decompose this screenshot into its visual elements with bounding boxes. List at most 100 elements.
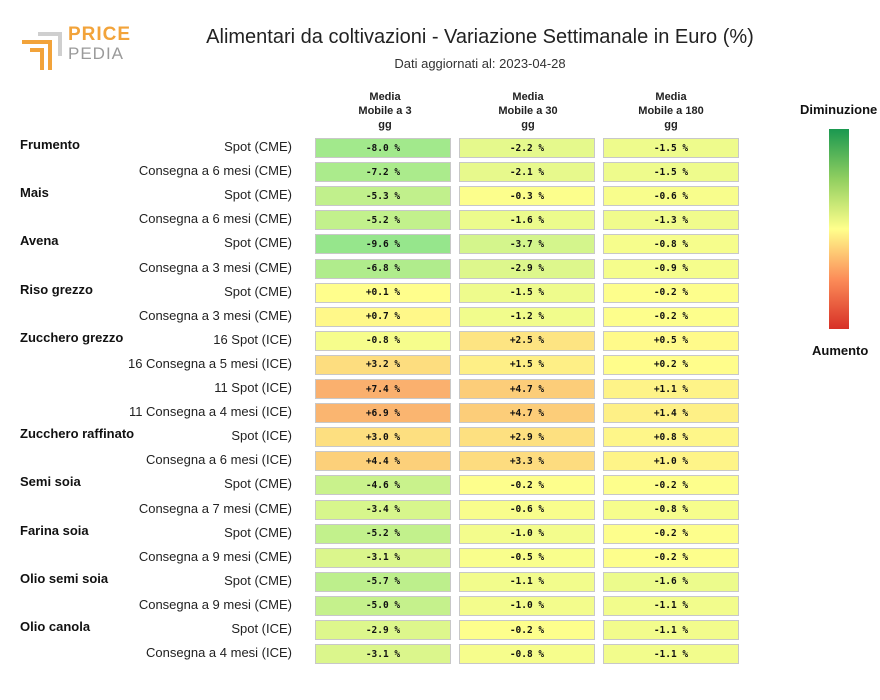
heatmap-cell: -0.3 % [459,186,595,207]
row-label: Spot (CME) [224,283,292,299]
heatmap-cell: -1.0 % [459,523,595,544]
heatmap-cell: -2.2 % [459,138,595,158]
heatmap-cell: -2.9 % [459,258,595,279]
heatmap-cell: -0.8 % [315,330,451,351]
heatmap-cell: -1.5 % [603,138,739,158]
row-label: 11 Spot (ICE) [214,380,292,395]
group-label: Farina soia [20,522,89,538]
column-header-3gg: Media Mobile a 3 gg [315,90,455,132]
group-label: Frumento [20,137,80,152]
heatmap-cell: -1.1 % [603,595,739,616]
column-header-line: Mobile a 30 [498,105,558,117]
heatmap-cell: +4.7 % [459,403,595,424]
column-header-line: gg [664,119,678,131]
heatmap-cell: +3.2 % [315,354,451,375]
row-label: Consegna a 6 mesi (ICE) [146,452,292,468]
row-label: Consegna a 6 mesi (CME) [138,211,292,227]
heatmap-cell: -5.3 % [315,186,451,207]
row-label: 11 Consegna a 4 mesi (ICE) [128,404,292,420]
heatmap-cell: -1.5 % [603,162,739,183]
heatmap-cell: -0.8 % [603,499,739,520]
legend-label-increase: Aumento [812,343,869,358]
row-label: Spot (CME) [224,139,292,154]
heatmap-cell: -2.1 % [459,162,595,183]
column-header-180gg: Media Mobile a 180 gg [601,90,741,132]
column-header-line: Media [369,91,401,103]
group-label: Olio canola [20,619,91,634]
heatmap-cell: +0.7 % [315,306,451,327]
heatmap-cell: -7.2 % [315,162,451,183]
group-label: Semi soia [20,474,81,490]
heatmap-cell: +2.9 % [459,427,595,448]
heatmap-cell: +4.7 % [459,379,595,399]
column-header-line: gg [521,119,535,131]
heatmap-cell: +2.5 % [459,330,595,351]
group-label: Zucchero grezzo [20,329,124,345]
logo-line-2: PEDIA [68,44,125,63]
heatmap-cell: -0.8 % [459,644,595,665]
logo-mark-icon [22,32,62,70]
group-label: Avena [20,233,59,249]
heatmap-cell: -5.0 % [315,595,451,616]
row-label: Consegna a 9 mesi (CME) [138,596,292,612]
heatmap-cell: -0.5 % [459,547,595,568]
heatmap-cell: -0.2 % [603,475,739,496]
heatmap-cell: -1.6 % [459,210,595,231]
heatmap-cell: -0.2 % [459,620,595,640]
row-label: Spot (CME) [224,572,292,588]
logo-text: PRICE PEDIA [68,24,132,63]
legend-color-scale [829,129,849,329]
heatmap-cell: -6.8 % [315,258,451,279]
heatmap-cell: -1.2 % [459,306,595,327]
group-label: Mais [20,185,49,201]
heatmap-cell: +7.4 % [315,379,451,399]
heatmap-cell: -0.8 % [603,234,739,255]
heatmap-cell: -0.2 % [459,475,595,496]
logo-line-1: PRICE [68,24,132,45]
heatmap-cell: -0.2 % [603,547,739,568]
row-label: Spot (ICE) [231,621,292,636]
heatmap-cell: -1.3 % [603,210,739,231]
heatmap-cell: -0.6 % [603,186,739,207]
column-header-30gg: Media Mobile a 30 gg [458,90,598,132]
heatmap-cell: -0.2 % [603,523,739,544]
column-header-line: Media [655,91,687,103]
chart-title: Alimentari da coltivazioni - Variazione … [206,26,754,48]
group-label: Olio semi soia [20,570,109,586]
row-label: Consegna a 3 mesi (CME) [138,259,292,275]
column-header-line: Media [512,91,544,103]
heatmap-cell: +4.4 % [315,451,451,472]
heatmap-cell: -0.2 % [603,306,739,327]
heatmap-cell: -8.0 % [315,138,451,158]
heatmap-cell: -3.1 % [315,644,451,665]
heatmap-cell: -5.2 % [315,523,451,544]
group-label: Riso grezzo [20,281,93,297]
row-label: Spot (ICE) [231,428,292,444]
row-label: Consegna a 9 mesi (CME) [138,548,292,564]
heatmap-cell: -1.0 % [459,595,595,616]
row-label: Consegna a 3 mesi (CME) [138,307,292,323]
row-label: Spot (CME) [224,187,292,203]
heatmap-cell: -2.9 % [315,620,451,640]
heatmap-cell: -5.2 % [315,210,451,231]
row-label: Consegna a 7 mesi (CME) [138,500,292,516]
heatmap-cell: -3.1 % [315,547,451,568]
heatmap-cell: +0.2 % [603,354,739,375]
row-label: 16 Spot (ICE) [213,331,292,347]
heatmap-cell: -1.1 % [603,620,739,640]
heatmap-cell: -1.6 % [603,571,739,592]
heatmap-cell: -9.6 % [315,234,451,255]
group-label: Zucchero raffinato [20,426,135,442]
column-header-line: gg [378,119,392,131]
row-label: Consegna a 4 mesi (ICE) [146,645,292,661]
legend-label-decrease: Diminuzione [800,102,878,117]
row-label: Spot (CME) [224,235,292,251]
column-header-line: Mobile a 3 [358,105,412,117]
row-label: 16 Consegna a 5 mesi (ICE) [127,355,292,371]
chart-subtitle: Dati aggiornati al: 2023-04-28 [394,56,566,71]
heatmap-cell: -0.2 % [603,282,739,303]
heatmap-cell: -1.5 % [459,282,595,303]
heatmap-cell: +0.1 % [315,282,451,303]
heatmap-cell: -0.9 % [603,258,739,279]
heatmap-cell: -3.4 % [315,499,451,520]
